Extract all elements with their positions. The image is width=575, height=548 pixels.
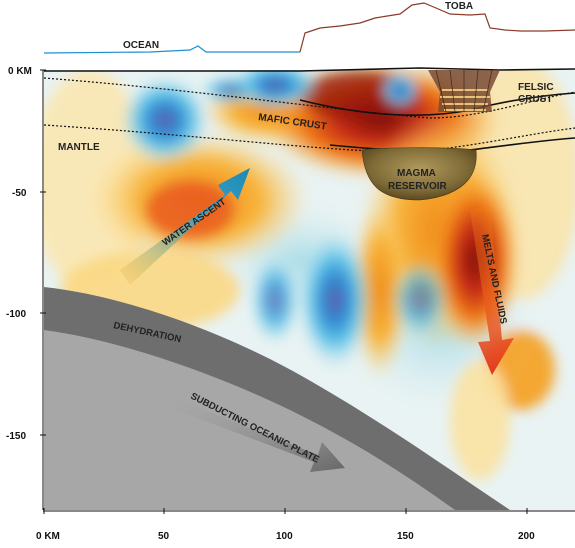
melts-and-fluids-arrow	[470, 205, 514, 375]
mafic-crust-boundary	[43, 124, 575, 153]
reservoir-label: RESERVOIR	[388, 181, 447, 192]
magma-label: MAGMA	[397, 168, 436, 179]
distance-axis: 0 KM 50 100 150 200	[36, 508, 575, 542]
distance-tick-200: 200	[518, 531, 535, 542]
depth-tick-50: -50	[12, 188, 27, 199]
surface-line	[44, 67, 575, 72]
distance-tick-0: 0 KM	[36, 531, 60, 542]
distance-tick-50: 50	[158, 531, 170, 542]
depth-axis: 0 KM -50 -100 -150	[6, 66, 46, 510]
ocean-label: OCEAN	[123, 40, 159, 51]
distance-tick-150: 150	[397, 531, 414, 542]
water-ascent-arrow	[120, 168, 250, 285]
depth-tick-150: -150	[6, 431, 26, 442]
magma-reservoir	[361, 147, 477, 201]
land-surface-line	[299, 2, 575, 53]
toba-caldera-conduit	[428, 69, 500, 113]
topography-profile	[43, 2, 575, 54]
depth-tick-100: -100	[6, 309, 26, 320]
mantle-label: MANTLE	[58, 142, 100, 153]
felsic-label: FELSIC	[518, 82, 554, 93]
plate-body	[44, 330, 455, 510]
plate-motion-arrow	[176, 400, 345, 472]
subducting-oceanic-plate	[44, 287, 510, 510]
arrows	[120, 168, 514, 472]
toba-label: TOBA	[445, 1, 473, 12]
crust-label: CRUST	[518, 94, 552, 105]
ocean-floor-line	[43, 45, 300, 54]
distance-tick-100: 100	[276, 531, 293, 542]
depth-tick-0: 0 KM	[8, 66, 32, 77]
